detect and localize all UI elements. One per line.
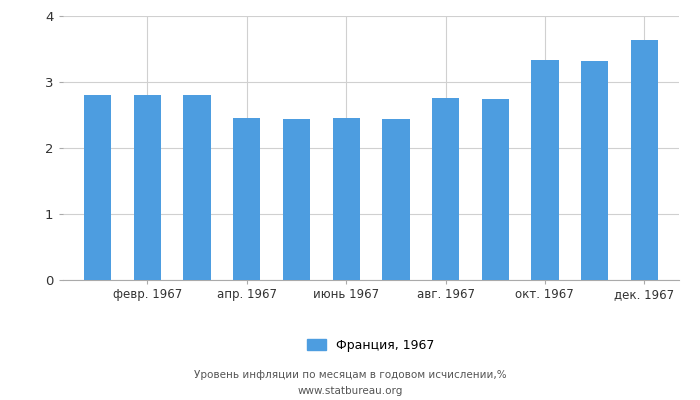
Bar (482, 99, 509, 280)
Bar (84, 95, 111, 280)
Text: Уровень инфляции по месяцам в годовом исчислении,%: Уровень инфляции по месяцам в годовом ис… (194, 370, 506, 380)
Text: www.statbureau.org: www.statbureau.org (298, 386, 402, 396)
Bar (134, 95, 161, 280)
Bar (581, 61, 608, 280)
Bar (432, 98, 459, 280)
Bar (531, 60, 559, 280)
Bar (382, 119, 410, 280)
Bar (332, 118, 360, 280)
Bar (631, 40, 658, 280)
Legend: Франция, 1967: Франция, 1967 (302, 334, 440, 357)
Bar (233, 118, 260, 280)
Bar (183, 95, 211, 280)
Bar (283, 119, 310, 280)
